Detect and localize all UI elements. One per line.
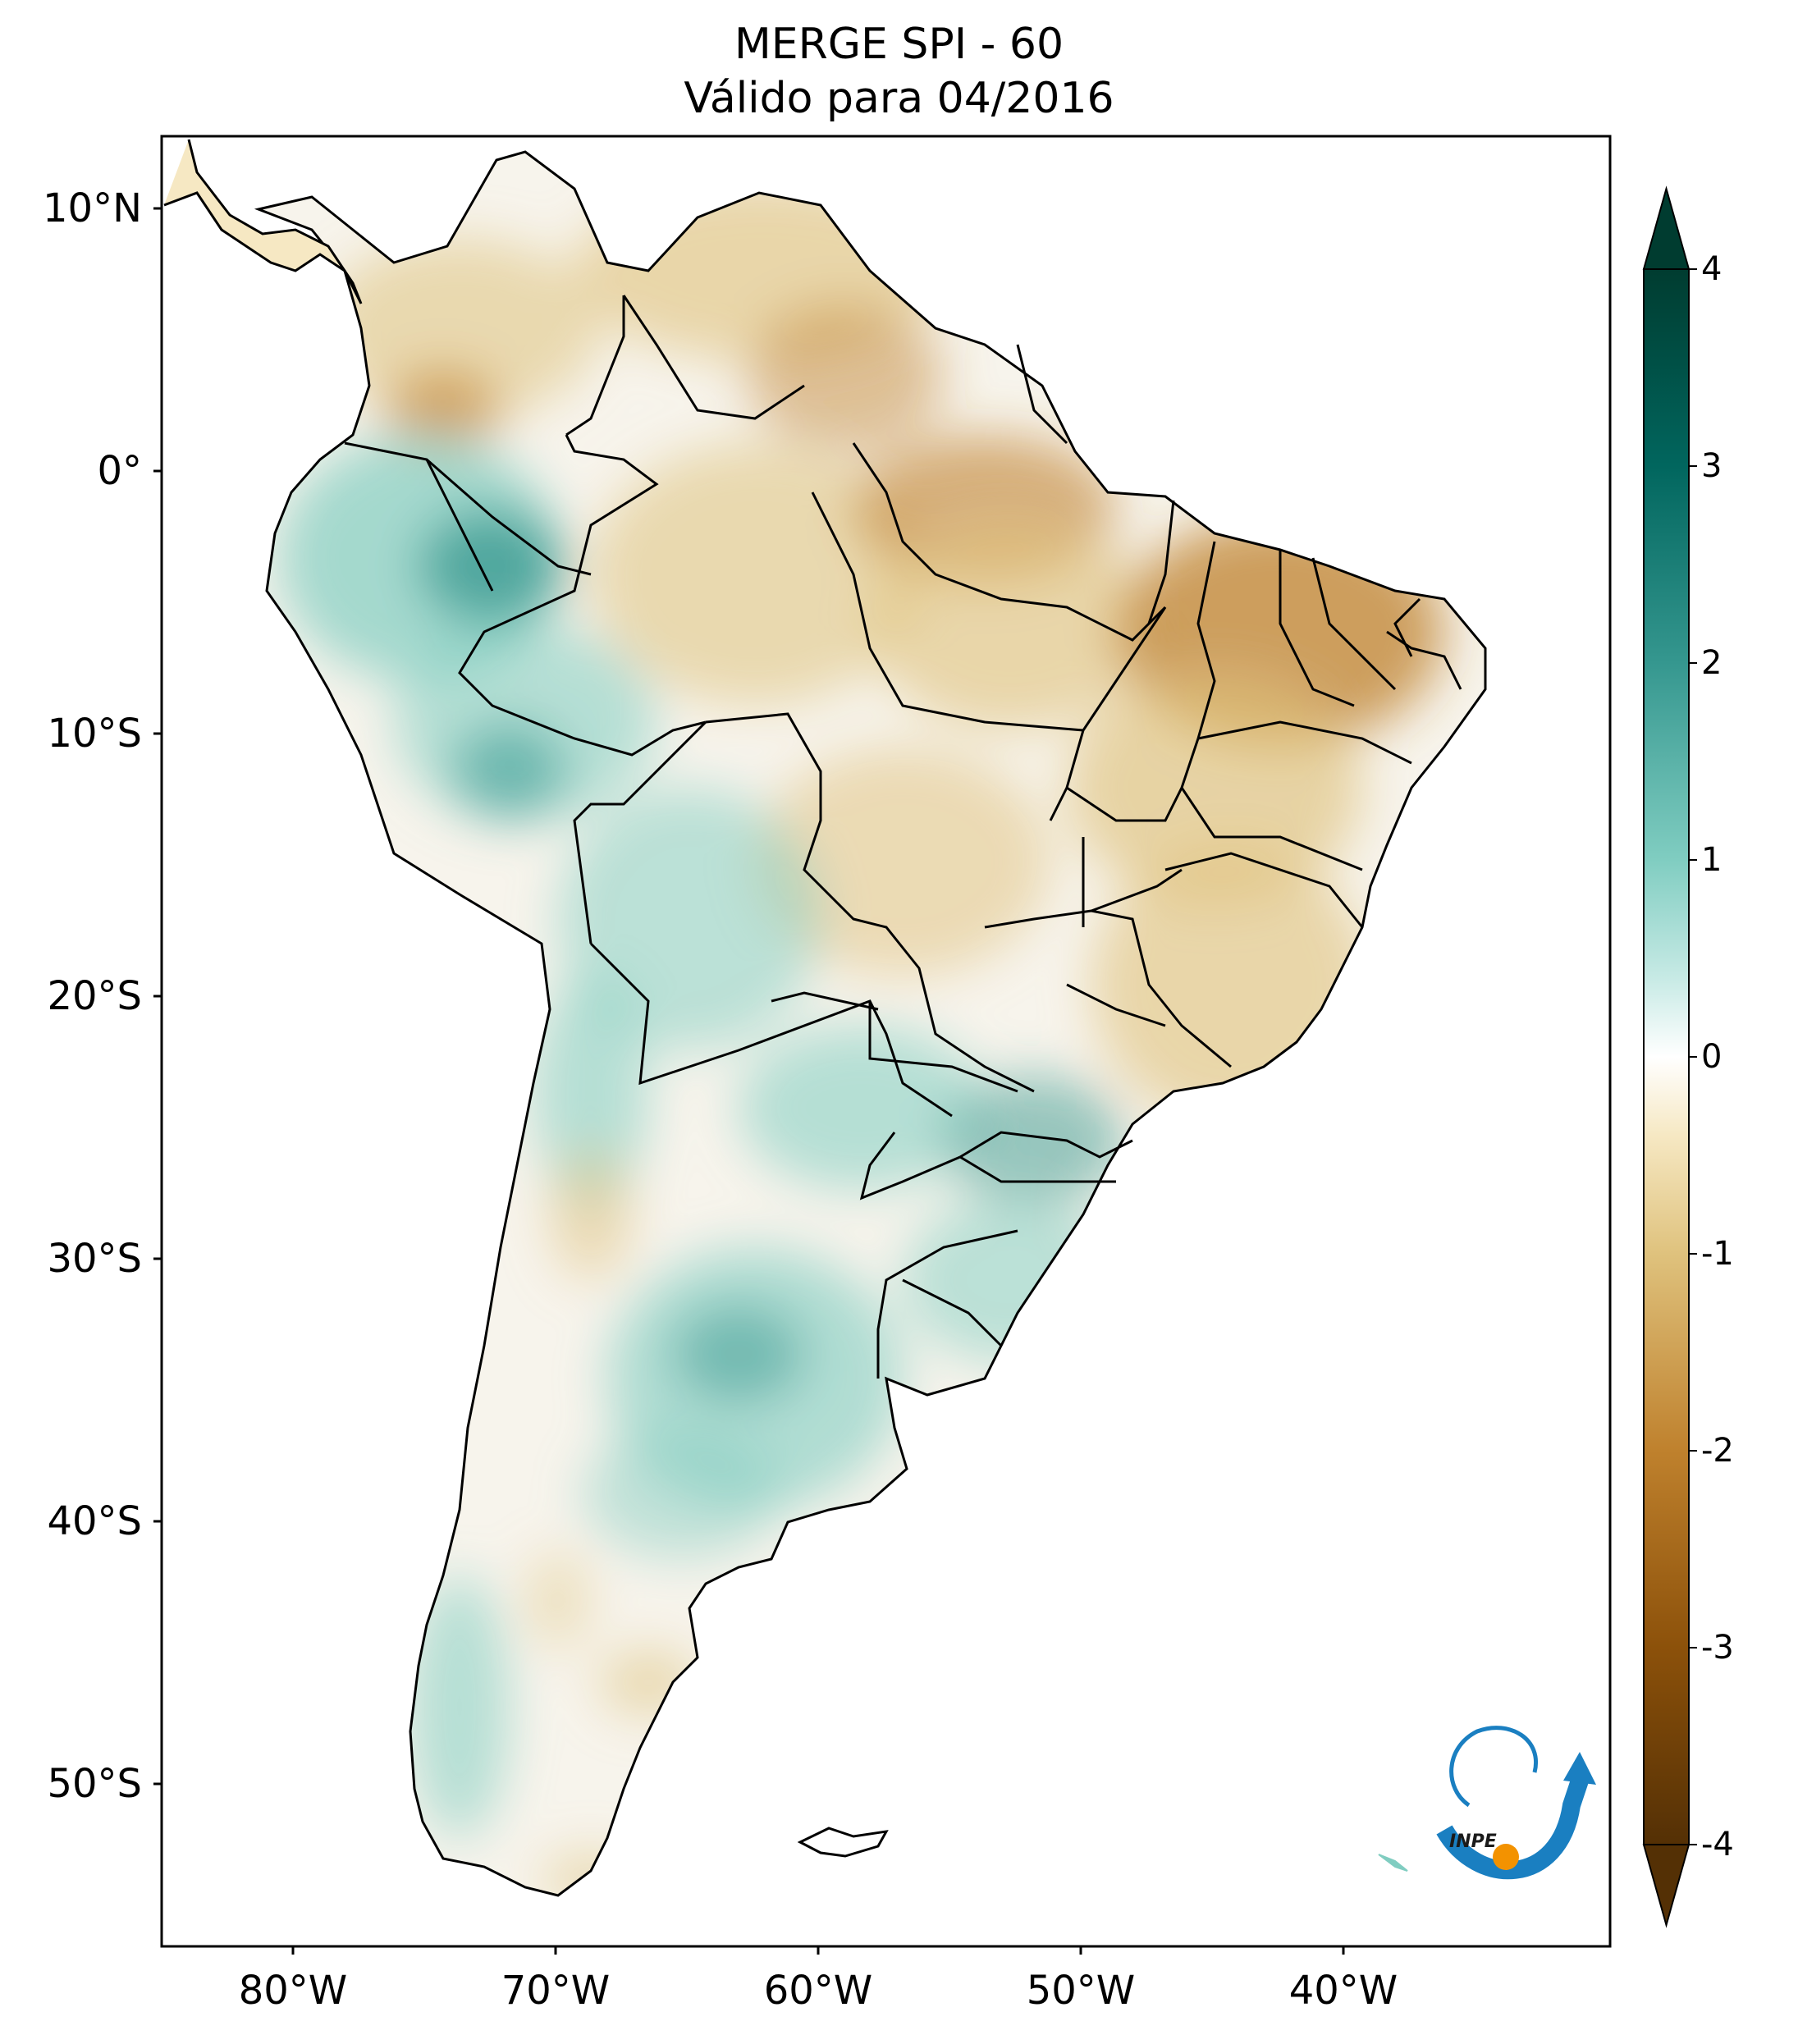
south-georgia	[1378, 1854, 1408, 1872]
inpe-logo-icon	[1436, 1726, 1596, 1880]
colorbar-tick-label: -3	[1701, 1629, 1734, 1667]
lon-label-70w: 70°W	[501, 1968, 611, 2014]
south-america-coastline	[254, 150, 1487, 1897]
colorbar-tick-label: 0	[1701, 1038, 1723, 1076]
map-subtitle: Válido para 04/2016	[684, 74, 1114, 123]
lat-label-40s: 40°S	[47, 1498, 142, 1544]
lon-label-60w: 60°W	[763, 1968, 873, 2014]
spi-field	[258, 152, 1485, 1895]
colorbar-tick-label: -1	[1701, 1235, 1734, 1273]
map-title: MERGE SPI - 60	[734, 20, 1064, 69]
inpe-logo-text: INPE	[1449, 1831, 1497, 1852]
lat-label-30s: 30°S	[47, 1236, 142, 1282]
political-borders	[344, 295, 1462, 1379]
colorbar-tick-label: -4	[1701, 1826, 1734, 1863]
lat-label-10s: 10°S	[47, 711, 142, 757]
colorbar	[1642, 185, 1697, 1928]
lat-label-0: 0°	[97, 448, 142, 494]
lat-label-20s: 20°S	[47, 973, 142, 1019]
lat-label-10n: 10°N	[43, 185, 142, 231]
lon-label-80w: 80°W	[238, 1968, 348, 2014]
colorbar-tick-label: 3	[1701, 447, 1723, 485]
colorbar-tick-label: 1	[1701, 841, 1723, 879]
lon-label-50w: 50°W	[1026, 1968, 1136, 2014]
lon-label-40w: 40°W	[1288, 1968, 1398, 2014]
colorbar-extend-top	[1642, 185, 1690, 270]
central-america-coastline	[163, 139, 363, 304]
colorbar-extend-bottom	[1642, 1844, 1690, 1928]
colorbar-tick-label: -2	[1701, 1432, 1734, 1470]
falkland-islands	[797, 1827, 889, 1858]
colorbar-tick-label: 2	[1701, 644, 1723, 682]
colorbar-tick-label: 4	[1701, 250, 1723, 288]
lat-label-50s: 50°S	[47, 1761, 142, 1807]
axis-ticks	[153, 207, 1345, 1955]
colorbar-gradient	[1643, 268, 1690, 1845]
